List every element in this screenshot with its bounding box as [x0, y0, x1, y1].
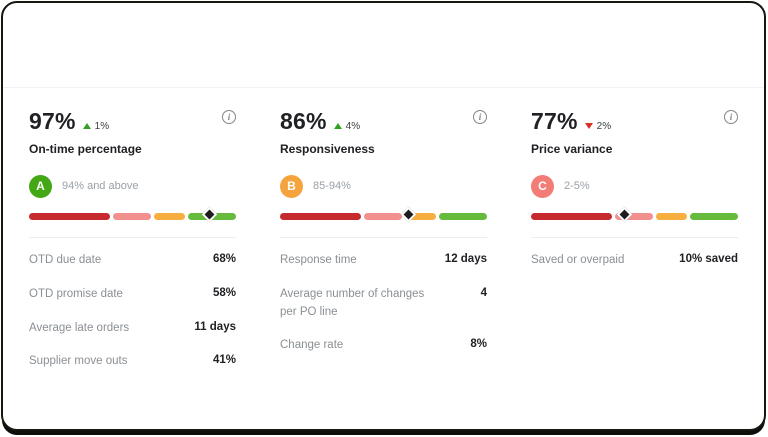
kpi-title: On-time percentage: [29, 142, 142, 156]
scale-segment-poor: [29, 213, 111, 220]
stat-row: Response time 12 days: [280, 244, 487, 278]
scale-segment-good: [404, 213, 437, 220]
trend-label: 4%: [345, 120, 361, 132]
grade-label: 85-94%: [313, 180, 351, 192]
grade-label: 94% and above: [62, 180, 139, 192]
stat-row: Average late orders 11 days: [29, 312, 236, 346]
card-header: 97% 1% On-time percentage i: [29, 108, 236, 156]
scale-segment-fair: [615, 213, 653, 220]
stat-label: Supplier move outs: [29, 355, 128, 368]
info-icon[interactable]: i: [473, 110, 487, 124]
stat-row: OTD promise date 58%: [29, 278, 236, 312]
kpi-value: 97%: [29, 108, 76, 134]
stat-value: 8%: [470, 338, 487, 351]
scale-segment-good: [655, 213, 688, 220]
scale-segment-poor: [280, 213, 362, 220]
trend-label: 2%: [596, 120, 612, 132]
stat-value: 10% saved: [679, 253, 738, 265]
stat-rows: OTD due date 68% OTD promise date 58% Av…: [29, 244, 236, 379]
kpi-card-on-time-percentage: 97% 1% On-time percentage i A 94% and ab…: [29, 108, 236, 379]
trend-indicator: 1%: [82, 120, 110, 132]
info-icon[interactable]: i: [222, 110, 236, 124]
card-divider: [531, 237, 738, 238]
stat-label: Average late orders: [29, 321, 130, 334]
stat-label: Average number of changes per PO line: [280, 287, 425, 318]
kpi-cards-container: 97% 1% On-time percentage i A 94% and ab…: [3, 88, 764, 379]
grade-row: B 85-94%: [280, 174, 487, 198]
grade-badge: A: [29, 174, 52, 198]
grade-row: C 2-5%: [531, 174, 738, 198]
scale-segment-fair: [364, 213, 402, 220]
stat-row: Average number of changes per PO line 4: [280, 278, 487, 330]
stat-rows: Saved or overpaid 10% saved: [531, 244, 738, 278]
stat-value: 68%: [212, 253, 236, 265]
stat-value: 11 days: [194, 320, 236, 333]
stat-row: Change rate 8%: [280, 329, 487, 363]
stat-rows: Response time 12 days Average number of …: [280, 244, 487, 363]
info-icon[interactable]: i: [724, 110, 738, 124]
stat-value: 41%: [212, 354, 236, 367]
card-header: 86% 4% Responsiveness i: [280, 108, 487, 156]
stat-label: Saved or overpaid: [531, 254, 625, 266]
stat-label: OTD due date: [29, 254, 102, 266]
stat-value: 12 days: [444, 253, 487, 265]
kpi-card-responsiveness: 86% 4% Responsiveness i B 85-94%: [280, 108, 487, 379]
kpi-value: 77%: [531, 108, 578, 134]
scale-segment-poor: [531, 213, 613, 220]
trend-indicator: 4%: [333, 120, 361, 132]
top-spacer-bar: [3, 3, 764, 88]
grade-row: A 94% and above: [29, 174, 236, 198]
trend-up-icon: [82, 123, 91, 129]
kpi-card-price-variance: 77% 2% Price variance i C 2-5%: [531, 108, 738, 379]
kpi-title: Price variance: [531, 142, 613, 156]
stat-row: Supplier move outs 41%: [29, 345, 236, 379]
grade-scale-bar: [29, 206, 236, 223]
trend-down-icon: [584, 123, 593, 129]
stat-value: 58%: [212, 286, 236, 299]
trend-up-icon: [333, 123, 342, 129]
stat-label: OTD promise date: [29, 287, 123, 300]
trend-label: 1%: [94, 120, 110, 132]
stat-label: Change rate: [280, 339, 344, 352]
kpi-title: Responsiveness: [280, 142, 375, 156]
kpi-value: 86%: [280, 108, 327, 134]
stat-row: OTD due date 68%: [29, 244, 236, 278]
stat-value: 4: [480, 286, 487, 299]
scale-segment-excellent: [690, 213, 738, 220]
grade-label: 2-5%: [564, 180, 590, 192]
card-divider: [280, 237, 487, 238]
grade-badge: C: [531, 174, 554, 198]
card-header: 77% 2% Price variance i: [531, 108, 738, 156]
grade-badge: B: [280, 174, 303, 198]
scale-segment-excellent: [439, 213, 487, 220]
scale-segment-fair: [113, 213, 151, 220]
grade-scale-bar: [280, 206, 487, 223]
stat-row: Saved or overpaid 10% saved: [531, 244, 738, 278]
scale-segment-good: [153, 213, 186, 220]
grade-scale-bar: [531, 206, 738, 223]
card-divider: [29, 237, 236, 238]
stat-label: Response time: [280, 254, 357, 266]
trend-indicator: 2%: [584, 120, 612, 132]
